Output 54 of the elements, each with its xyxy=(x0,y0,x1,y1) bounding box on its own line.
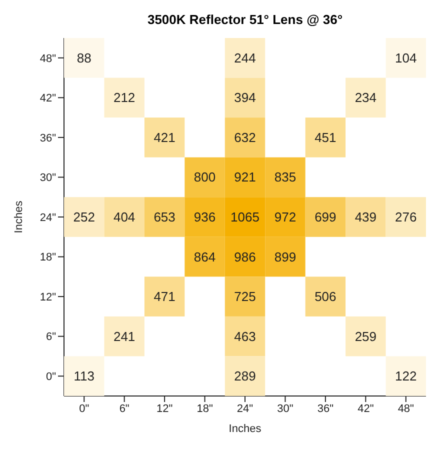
data-label: 252 xyxy=(73,210,95,224)
x-axis-title: Inches xyxy=(228,423,262,435)
data-label: 864 xyxy=(194,249,216,264)
data-label: 936 xyxy=(194,210,216,224)
data-label: 404 xyxy=(113,210,136,224)
y-axis-title: Inches xyxy=(12,200,25,234)
data-label: 632 xyxy=(234,130,256,145)
data-label: 451 xyxy=(314,130,336,145)
x-tick-label: 30" xyxy=(277,402,294,415)
data-label: 835 xyxy=(274,170,296,185)
x-tick-label: 36" xyxy=(317,402,334,415)
data-label: 972 xyxy=(274,210,296,224)
data-label: 394 xyxy=(234,90,256,106)
data-label: 800 xyxy=(194,170,216,185)
y-tick-label: 42" xyxy=(40,92,56,105)
data-label: 725 xyxy=(234,289,256,304)
data-label: 899 xyxy=(274,249,296,264)
data-label: 986 xyxy=(234,249,256,264)
data-label: 463 xyxy=(234,328,256,344)
data-label: 244 xyxy=(234,50,256,66)
data-label: 439 xyxy=(354,210,377,224)
y-tick-label: 24" xyxy=(40,212,56,224)
data-label: 699 xyxy=(314,210,336,224)
y-tick-label: 12" xyxy=(40,291,56,304)
data-label: 113 xyxy=(74,368,94,384)
data-label: 259 xyxy=(354,328,377,344)
y-tick-label: 30" xyxy=(40,172,56,184)
data-label: 234 xyxy=(354,90,377,106)
data-label: 921 xyxy=(234,170,256,185)
chart-title: 3500K Reflector 51° Lens @ 36° xyxy=(146,12,344,27)
y-tick-label: 36" xyxy=(40,132,56,144)
data-label: 88 xyxy=(76,50,92,66)
x-tick-label: 0" xyxy=(79,402,90,415)
y-tick-label: 0" xyxy=(46,371,56,384)
x-tick-label: 48" xyxy=(398,402,414,415)
y-tick-label: 18" xyxy=(40,252,56,264)
x-tick-label: 24" xyxy=(236,402,254,415)
data-label: 241 xyxy=(113,328,136,344)
data-label: 212 xyxy=(113,90,136,106)
data-label: 289 xyxy=(234,368,256,384)
data-label: 104 xyxy=(395,50,417,66)
data-label: 471 xyxy=(154,289,176,304)
y-tick-label: 48" xyxy=(40,52,56,65)
data-label: 506 xyxy=(314,289,336,304)
x-tick-label: 42" xyxy=(358,402,374,415)
data-label: 1065 xyxy=(230,210,260,224)
x-tick-label: 6" xyxy=(119,402,130,415)
y-tick-label: 6" xyxy=(46,331,56,344)
data-label: 653 xyxy=(154,210,176,224)
data-label: 421 xyxy=(154,130,176,145)
data-label: 122 xyxy=(395,368,417,384)
x-tick-label: 18" xyxy=(196,402,213,415)
x-tick-label: 12" xyxy=(156,402,173,415)
data-label: 276 xyxy=(395,210,417,224)
